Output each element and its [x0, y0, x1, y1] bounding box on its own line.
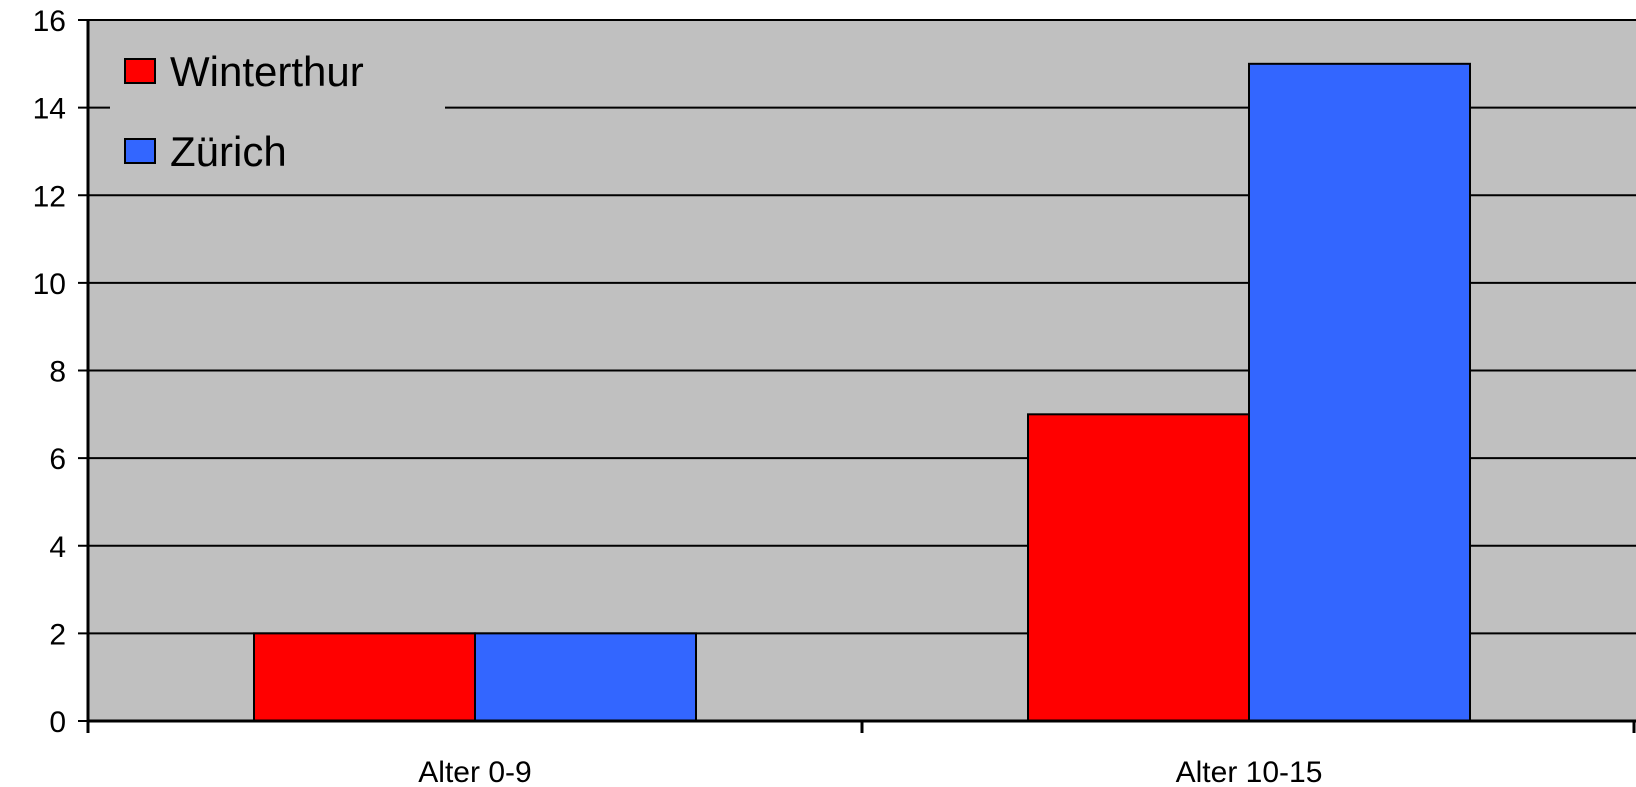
- legend-background: [110, 40, 445, 180]
- bar: [1248, 62, 1471, 722]
- y-tick-label: 12: [33, 180, 66, 213]
- x-category-label: Alter 0-9: [418, 756, 531, 787]
- y-tick-label: 4: [49, 531, 66, 564]
- y-tick-label: 0: [49, 706, 66, 739]
- legend-label-winterthur: Winterthur: [170, 48, 364, 95]
- y-tick-label: 16: [33, 5, 66, 38]
- legend-swatch-zurich: [124, 138, 156, 164]
- bar: [1027, 413, 1250, 722]
- x-category-label: Alter 10-15: [1176, 756, 1323, 787]
- y-tick-label: 14: [33, 93, 66, 126]
- bar: [253, 632, 476, 722]
- y-tick-label: 2: [49, 618, 66, 651]
- legend: Winterthur Zürich: [110, 40, 445, 180]
- y-tick-label: 6: [49, 443, 66, 476]
- legend-swatch-winterthur: [124, 58, 156, 84]
- y-tick-label: 8: [49, 356, 66, 389]
- legend-label-zurich: Zürich: [170, 128, 287, 175]
- bar: [474, 632, 697, 722]
- y-tick-label: 10: [33, 268, 66, 301]
